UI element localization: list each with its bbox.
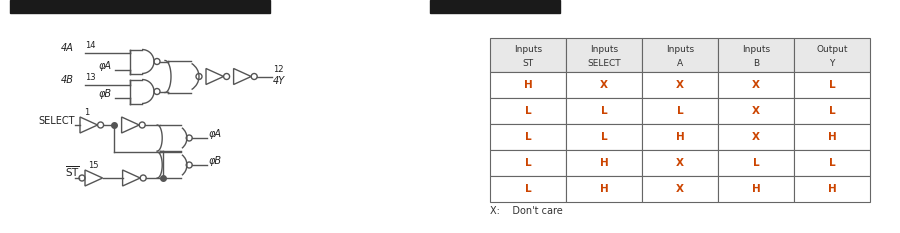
Bar	[718, 38, 794, 72]
Bar	[718, 98, 794, 124]
Text: 14: 14	[85, 41, 95, 50]
Text: X: X	[676, 184, 684, 194]
Text: $\overline{\mathrm{ST}}$: $\overline{\mathrm{ST}}$	[65, 164, 80, 179]
Text: X:    Don't care: X: Don't care	[490, 206, 562, 216]
Text: SELECT: SELECT	[39, 116, 75, 126]
Bar	[10, 0, 270, 13]
Bar	[490, 72, 566, 98]
Text: L: L	[525, 158, 531, 168]
Text: H: H	[524, 80, 533, 90]
Text: B: B	[753, 59, 759, 68]
Text: L: L	[829, 158, 835, 168]
Text: SELECT: SELECT	[587, 59, 621, 68]
Text: 15: 15	[88, 161, 98, 170]
Text: L: L	[829, 80, 835, 90]
Bar	[642, 176, 718, 202]
Text: ST: ST	[522, 59, 534, 68]
Text: L: L	[829, 106, 835, 116]
Text: X: X	[752, 80, 760, 90]
Text: L: L	[677, 106, 683, 116]
Text: Inputs: Inputs	[590, 45, 618, 54]
Bar	[566, 98, 642, 124]
Bar	[794, 72, 870, 98]
Bar	[718, 176, 794, 202]
Text: L: L	[525, 184, 531, 194]
Text: X: X	[676, 158, 684, 168]
Text: φB: φB	[99, 89, 112, 99]
Bar	[490, 176, 566, 202]
Bar	[490, 98, 566, 124]
Bar	[566, 124, 642, 150]
Text: Output: Output	[816, 45, 848, 54]
Text: H: H	[752, 184, 760, 194]
Text: H: H	[599, 158, 608, 168]
Bar	[430, 0, 560, 13]
Text: H: H	[676, 132, 684, 142]
Text: H: H	[828, 132, 836, 142]
Bar	[642, 38, 718, 72]
Text: H: H	[828, 184, 836, 194]
Bar	[794, 38, 870, 72]
Bar	[794, 150, 870, 176]
Text: Inputs: Inputs	[742, 45, 770, 54]
Text: L: L	[752, 158, 760, 168]
Text: X: X	[752, 132, 760, 142]
Text: L: L	[600, 132, 608, 142]
Text: 4B: 4B	[61, 75, 74, 85]
Text: Inputs: Inputs	[666, 45, 694, 54]
Bar	[718, 72, 794, 98]
Bar	[794, 124, 870, 150]
Text: L: L	[525, 132, 531, 142]
Text: H: H	[599, 184, 608, 194]
Text: 4A: 4A	[61, 43, 74, 53]
Bar	[794, 176, 870, 202]
Bar	[642, 150, 718, 176]
Bar	[566, 176, 642, 202]
Text: Y: Y	[829, 59, 834, 68]
Text: φA: φA	[99, 61, 112, 71]
Text: Inputs: Inputs	[514, 45, 542, 54]
Bar	[490, 38, 566, 72]
Text: φA: φA	[208, 129, 221, 139]
Text: 13: 13	[85, 73, 95, 82]
Text: 4Y: 4Y	[274, 76, 285, 86]
Bar	[566, 72, 642, 98]
Bar	[490, 124, 566, 150]
Text: L: L	[600, 106, 608, 116]
Text: L: L	[525, 106, 531, 116]
Bar	[718, 124, 794, 150]
Text: A: A	[677, 59, 683, 68]
Text: 1: 1	[84, 108, 89, 117]
Text: X: X	[600, 80, 608, 90]
Text: X: X	[676, 80, 684, 90]
Bar	[642, 124, 718, 150]
Bar	[794, 98, 870, 124]
Text: 12: 12	[274, 65, 284, 75]
Bar	[490, 150, 566, 176]
Bar	[566, 38, 642, 72]
Text: X: X	[752, 106, 760, 116]
Bar	[642, 72, 718, 98]
Bar	[642, 98, 718, 124]
Bar	[718, 150, 794, 176]
Bar	[566, 150, 642, 176]
Text: φB: φB	[208, 156, 221, 166]
